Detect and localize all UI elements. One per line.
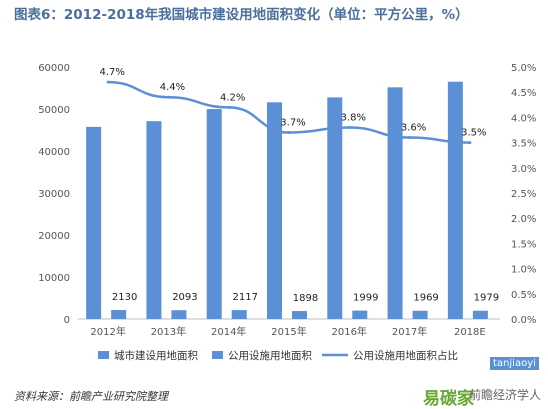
- line-value-label: 4.4%: [160, 82, 185, 93]
- line-value-label: 4.7%: [99, 67, 124, 78]
- legend-label: 公用设施用地面积占比: [353, 349, 458, 362]
- y-left-tick-label: 20000: [38, 231, 70, 242]
- y-right-tick-label: 4.5%: [511, 88, 536, 99]
- line-value-label: 3.6%: [401, 123, 426, 134]
- x-tick-label: 2014年: [211, 325, 246, 338]
- x-tick-label: 2015年: [271, 325, 306, 338]
- legend-swatch-public-facility-land: [212, 351, 223, 359]
- bar-public-facility-land: [292, 311, 307, 319]
- bar-value-label: 2093: [172, 292, 197, 303]
- bar-public-facility-land: [472, 310, 488, 319]
- bar-value-label: 1898: [293, 293, 318, 304]
- line-value-label: 3.7%: [280, 118, 305, 129]
- bar-city-construction-land: [206, 109, 222, 319]
- line-point: [227, 105, 231, 109]
- y-right-tick-label: 0.5%: [511, 290, 536, 301]
- bar-value-label: 1999: [353, 293, 378, 304]
- bar-city-construction-land: [387, 87, 403, 319]
- line-point: [468, 141, 472, 145]
- bar-public-facility-land: [352, 310, 368, 319]
- legend-label: 公用设施用地面积: [228, 349, 312, 362]
- bar-public-facility-land: [171, 310, 187, 319]
- bar-value-label: 1979: [474, 293, 499, 304]
- y-right-tick-label: 1.0%: [511, 265, 536, 276]
- x-tick-label: 2018E: [454, 327, 486, 338]
- source-note: 资料来源：前瞻产业研究院整理: [14, 390, 168, 403]
- x-tick-label: 2013年: [151, 325, 186, 338]
- bar-city-construction-land: [447, 81, 463, 319]
- y-left-tick-label: 40000: [38, 147, 70, 158]
- watermark-text: 前瞻经济学人: [469, 388, 542, 402]
- y-right-tick-label: 1.5%: [511, 239, 536, 250]
- line-value-label: 3.5%: [461, 128, 486, 139]
- bar-public-facility-land: [231, 310, 247, 319]
- bar-public-facility-land: [412, 310, 428, 319]
- bar-public-facility-land: [111, 310, 127, 319]
- line-point: [287, 131, 291, 135]
- y-right-tick-label: 3.0%: [511, 164, 536, 175]
- legend-swatch-city-construction-land: [98, 351, 109, 359]
- chart-title: 图表6：2012-2018年我国城市建设用地面积变化（单位：平方公里，%）: [14, 7, 469, 23]
- bar-value-label: 1969: [413, 293, 438, 304]
- line-point: [408, 136, 412, 140]
- legend-label: 城市建设用地面积: [114, 349, 198, 362]
- line-value-label: 3.8%: [341, 112, 366, 123]
- line-point: [166, 95, 170, 99]
- line-value-label: 4.2%: [220, 92, 245, 103]
- bar-value-label: 2130: [112, 292, 137, 303]
- x-tick-label: 2016年: [332, 325, 367, 338]
- y-right-tick-label: 2.0%: [511, 214, 536, 225]
- y-left-tick-label: 30000: [38, 189, 70, 200]
- y-left-tick-label: 10000: [38, 273, 70, 284]
- y-left-tick-label: 60000: [38, 63, 70, 74]
- bar-value-label: 2117: [232, 292, 257, 303]
- y-left-tick-label: 50000: [38, 105, 70, 116]
- x-tick-label: 2012年: [90, 325, 125, 338]
- y-right-tick-label: 4.0%: [511, 113, 536, 124]
- x-tick-label: 2017年: [392, 325, 427, 338]
- y-right-tick-label: 2.5%: [511, 189, 536, 200]
- line-point: [106, 80, 110, 84]
- line-point: [347, 125, 351, 129]
- bar-city-construction-land: [267, 102, 282, 320]
- watermark-brand: 易碳家: [423, 389, 474, 409]
- bar-city-construction-land: [146, 121, 162, 320]
- y-right-tick-label: 0.0%: [511, 315, 536, 326]
- y-right-tick-label: 3.5%: [511, 139, 536, 150]
- watermark-badge: tanjiaoyi: [490, 357, 539, 370]
- y-right-tick-label: 5.0%: [511, 63, 536, 74]
- bar-city-construction-land: [86, 126, 102, 319]
- y-left-tick-label: 0: [64, 315, 70, 326]
- bar-city-construction-land: [327, 97, 343, 320]
